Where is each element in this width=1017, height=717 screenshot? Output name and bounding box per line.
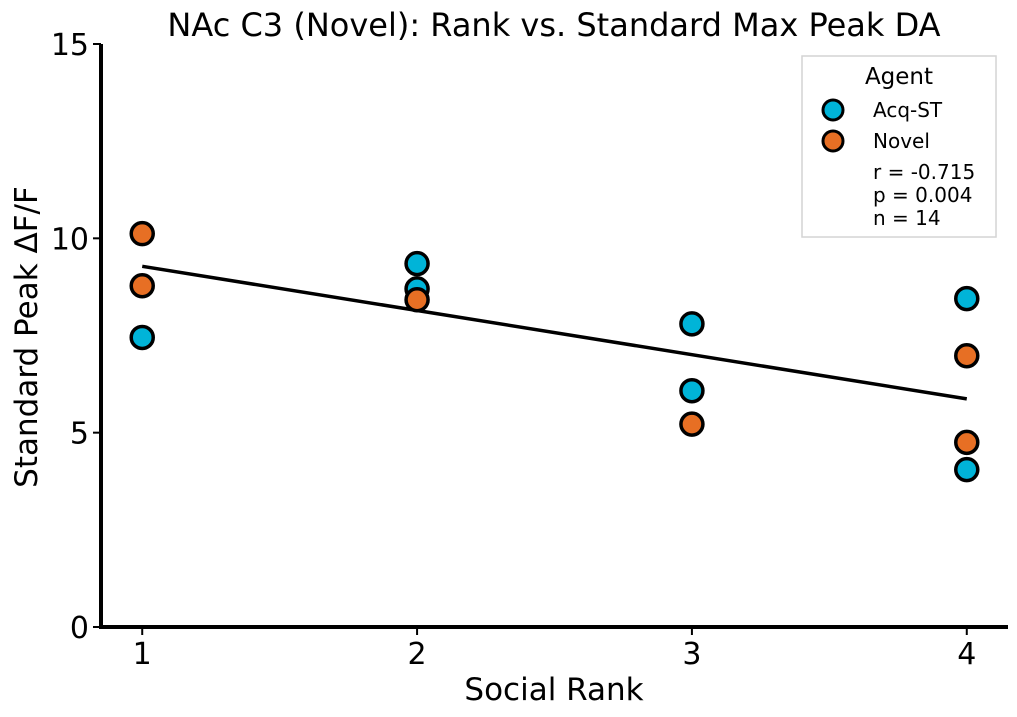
chart-title: NAc C3 (Novel): Rank vs. Standard Max Pe… (167, 6, 940, 44)
data-point-novel (954, 342, 980, 369)
legend-stat-n: n = 14 (873, 206, 941, 230)
data-point-acq-st (954, 456, 980, 483)
regression-line (141, 264, 968, 401)
x-tick-label: 2 (408, 637, 427, 672)
y-axis-title: Standard Peak ΔF/F (9, 186, 45, 488)
data-point-novel (404, 286, 430, 313)
y-tick-label: 15 (51, 28, 89, 63)
data-point-novel (129, 220, 155, 247)
legend-title: Agent (865, 64, 933, 90)
data-point-novel (954, 429, 980, 456)
data-point-acq-st (954, 285, 980, 312)
legend-marker-novel (821, 129, 845, 153)
data-point-acq-st (679, 377, 705, 404)
x-ticks: 1 2 3 4 (133, 627, 976, 672)
legend-marker-acq-st (821, 98, 845, 122)
x-tick-label: 1 (133, 637, 152, 672)
x-tick-label: 3 (682, 637, 701, 672)
y-tick-label: 10 (51, 222, 89, 257)
legend-label-acq-st: Acq-ST (873, 98, 943, 122)
y-ticks: 0 5 10 15 (51, 28, 101, 646)
data-point-acq-st (679, 311, 705, 337)
points-layer (129, 220, 980, 483)
legend: Agent Acq-ST Novel r = -0.715 p = 0.004 … (801, 55, 997, 238)
data-point-novel (129, 273, 155, 299)
x-axis-title: Social Rank (464, 672, 643, 708)
data-point-acq-st (404, 250, 430, 277)
data-point-novel (679, 411, 705, 437)
y-tick-label: 0 (70, 611, 89, 646)
regression-layer (141, 264, 968, 401)
x-tick-label: 4 (957, 637, 976, 672)
legend-stat-p: p = 0.004 (873, 183, 972, 207)
data-point-acq-st (129, 324, 155, 351)
y-tick-label: 5 (70, 417, 89, 452)
legend-label-novel: Novel (873, 129, 930, 153)
legend-stat-r: r = -0.715 (873, 160, 975, 184)
